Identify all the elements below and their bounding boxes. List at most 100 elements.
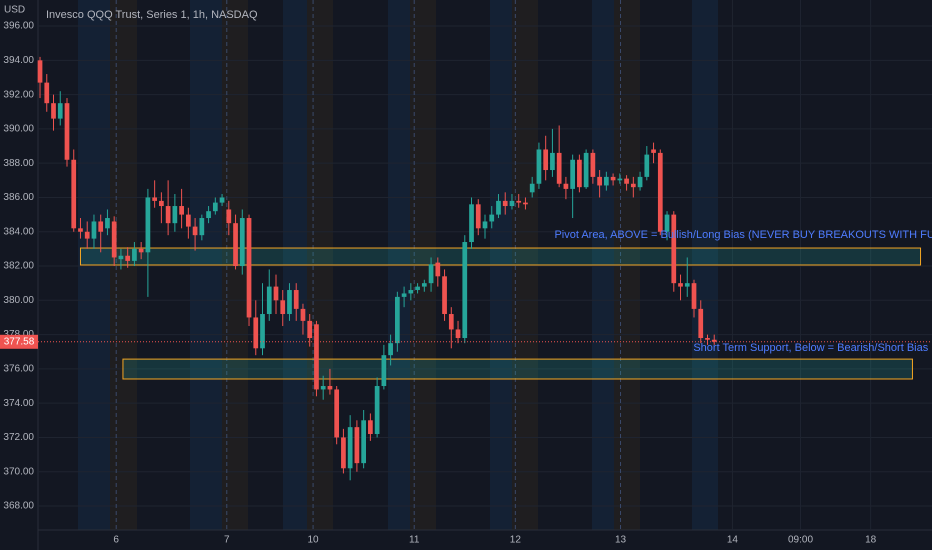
x-tick-label: 12 (510, 535, 522, 546)
candle-body (502, 200, 508, 207)
candle-body (44, 82, 50, 104)
candle-body (125, 255, 131, 261)
candle-body (145, 197, 151, 253)
y-tick-label: 376.00 (3, 364, 34, 375)
candle-body (691, 283, 697, 309)
y-unit: USD (4, 5, 25, 16)
candle-body (354, 427, 360, 464)
y-tick-label: 392.00 (3, 89, 34, 100)
candle-body (381, 355, 387, 387)
x-tick-label: 09:00 (788, 535, 813, 546)
last-price-label: 377.58 (4, 336, 35, 347)
y-tick-label: 370.00 (3, 466, 34, 477)
candle-body (307, 320, 313, 339)
candle-body (550, 152, 555, 171)
candle-body (705, 338, 710, 340)
candle-body (320, 386, 326, 390)
y-tick-label: 372.00 (3, 432, 34, 443)
candle-body (603, 176, 609, 186)
candle-body (590, 152, 596, 177)
candle-body (415, 286, 420, 291)
x-tick-label: 14 (727, 535, 739, 546)
candle-body (651, 149, 656, 153)
candle-body (132, 248, 137, 261)
annotation: Pivot Area, ABOVE = Bullish/Long Bias (N… (554, 229, 932, 241)
candle-body (57, 103, 63, 119)
zone (122, 358, 913, 380)
candle-body (644, 154, 650, 177)
candle-body (266, 286, 272, 315)
candle-body (199, 218, 205, 236)
candle-body (408, 290, 414, 294)
candle-body (118, 255, 124, 260)
y-tick-label: 396.00 (3, 21, 34, 32)
candle-body (577, 159, 582, 188)
candle-body (509, 200, 515, 207)
candle-body (287, 290, 292, 315)
candle-body (246, 218, 252, 318)
candle-body (192, 226, 198, 236)
y-tick-label: 378.00 (3, 329, 34, 340)
y-tick-label: 394.00 (3, 55, 34, 66)
x-tick-label: 6 (113, 535, 119, 546)
candle-body (442, 276, 447, 315)
candle-body (219, 197, 225, 203)
candle-body (84, 231, 90, 239)
candle-body (597, 176, 602, 186)
candle-body (159, 200, 164, 207)
candle-body (260, 314, 265, 349)
candle-body (529, 183, 535, 193)
candle-body (226, 209, 232, 224)
candle-body (388, 343, 393, 356)
candle-body (678, 283, 683, 287)
candle-body (570, 159, 576, 189)
y-tick-label: 374.00 (3, 398, 34, 409)
candle-body (341, 437, 346, 469)
candle-body (233, 223, 238, 267)
y-tick-label: 368.00 (3, 501, 34, 512)
x-tick-label: 7 (224, 535, 230, 546)
candle-body (496, 200, 501, 215)
candle-body (111, 221, 117, 258)
candle-body (428, 264, 434, 284)
candle-body (185, 214, 191, 227)
x-tick-label: 18 (865, 535, 877, 546)
y-tick-label: 390.00 (3, 124, 34, 135)
candle-body (212, 202, 218, 212)
candle-body (671, 214, 677, 284)
candle-body (684, 283, 690, 287)
candle-body (239, 218, 245, 267)
candle-body (98, 221, 104, 232)
candle-body (401, 293, 407, 297)
candle-body (327, 386, 333, 390)
candle-body (314, 324, 319, 390)
candle-body (51, 103, 56, 119)
candle-body (583, 152, 589, 188)
candle-body (152, 197, 157, 201)
candle-body (37, 60, 43, 83)
candle-body (556, 152, 562, 184)
y-tick-label: 384.00 (3, 226, 34, 237)
candle-body (165, 206, 171, 224)
candle-body (280, 300, 286, 315)
candle-body (273, 286, 279, 301)
candle-body (516, 200, 522, 203)
candle-body (469, 204, 474, 243)
candle-body (543, 149, 549, 171)
candle-body (78, 228, 83, 232)
candle-body (664, 214, 670, 232)
candle-body (482, 221, 488, 229)
candle-body (179, 206, 184, 215)
y-tick-label: 380.00 (3, 295, 34, 306)
zone (79, 247, 922, 266)
candle-body (630, 183, 636, 188)
candle-body (293, 290, 299, 309)
candle-body (698, 308, 704, 339)
candle-body (206, 211, 211, 219)
last-price-box (0, 334, 38, 349)
candle-body (374, 386, 380, 435)
candle-body (624, 178, 629, 184)
candle-body (64, 103, 70, 160)
